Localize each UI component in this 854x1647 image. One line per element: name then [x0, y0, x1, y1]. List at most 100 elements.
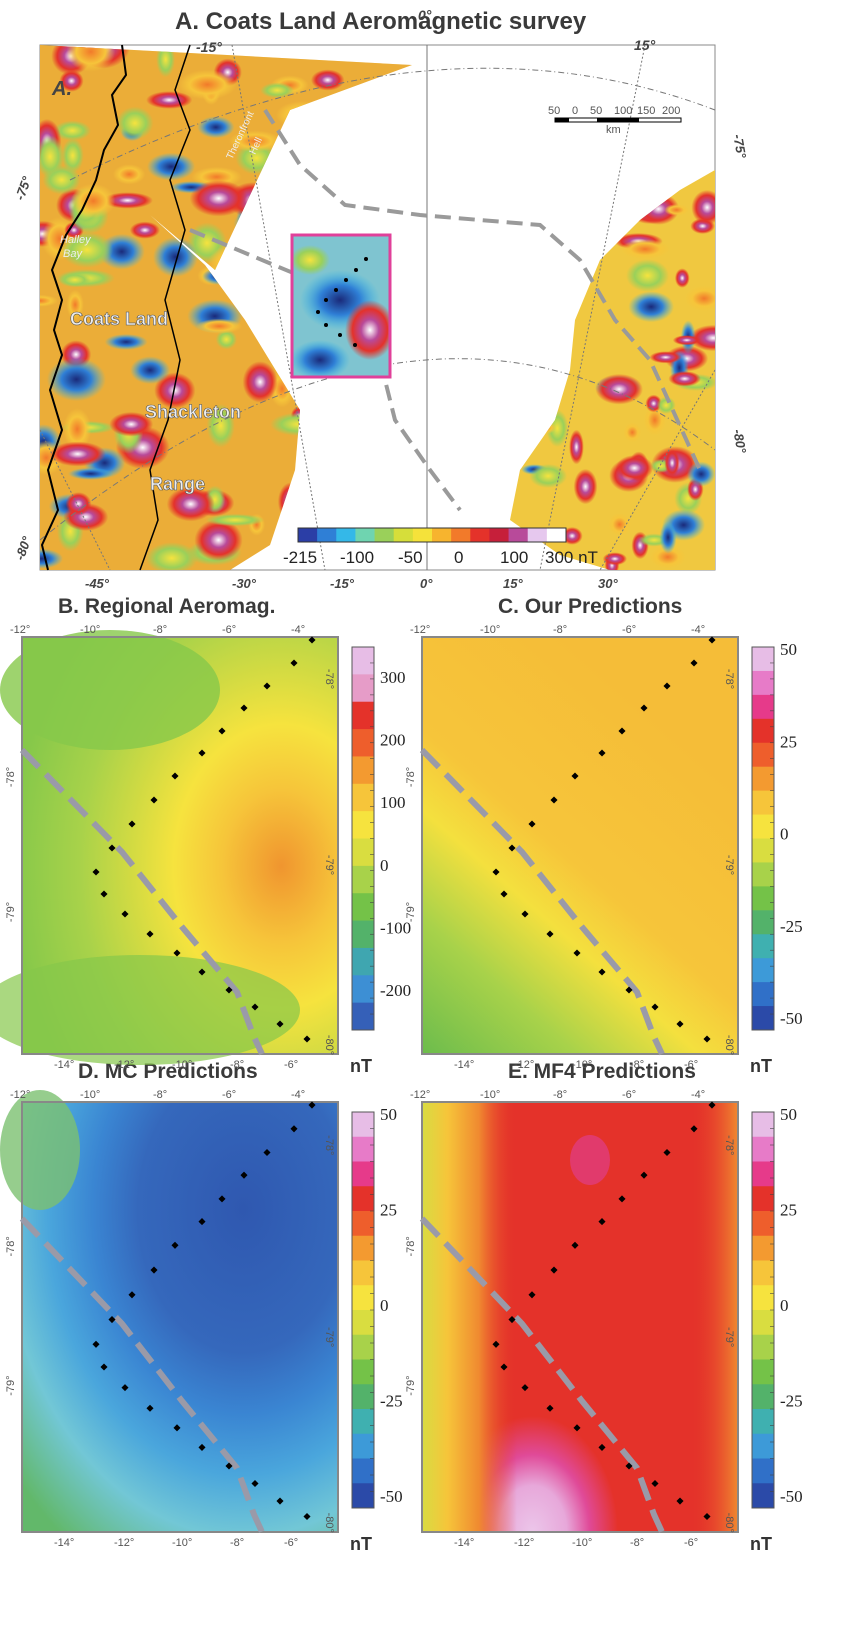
right-lat-tick: -78° [323, 1135, 335, 1155]
survey-point [173, 949, 181, 957]
panel-e-map [421, 1101, 739, 1533]
colorbar-swatch [752, 790, 774, 816]
colorbar-swatch [352, 1384, 374, 1410]
colorbar-swatch [352, 865, 374, 894]
left-lat-tick: -79° [405, 902, 417, 922]
bottom-lon-tick: -10° [572, 1059, 592, 1071]
svg-text:100: 100 [614, 105, 632, 117]
boundary-line-east [263, 108, 702, 471]
top-lon-tick: -10° [80, 1089, 100, 1101]
top-lon-tick: -10° [480, 624, 500, 636]
colorbar-a-label: 0 [454, 548, 463, 567]
colorbar-swatch [352, 838, 374, 867]
colorbar-swatch [352, 920, 374, 949]
colorbar-swatch [752, 1285, 774, 1311]
colorbar-a-label: -50 [398, 548, 423, 567]
colorbar-a-swatch [432, 528, 452, 542]
colorbar-label: -50 [780, 1009, 803, 1028]
panel-c-map [421, 636, 739, 1055]
bottom-lon-label: -45° [85, 576, 110, 590]
grounding-line [139, 44, 191, 571]
colorbar-a-label: -215 [283, 548, 317, 567]
panel-d-title: D. MC Predictions [78, 1060, 258, 1083]
right-lat-tick: -80° [323, 1513, 335, 1533]
survey-point [100, 890, 108, 898]
colorbar-swatch [752, 1235, 774, 1261]
bottom-lon-tick: -8° [230, 1059, 244, 1071]
bottom-lon-label: 30° [598, 576, 618, 590]
colorbar-swatch [752, 1458, 774, 1484]
colorbar-swatch [752, 718, 774, 744]
top-lon-tick: -4° [691, 624, 705, 636]
top-lon-label: 15° [634, 37, 656, 53]
survey-point [108, 844, 116, 852]
survey-point [573, 949, 581, 957]
survey-point [263, 682, 271, 690]
right-lat-tick: -79° [723, 1327, 735, 1347]
panel-c-title: C. Our Predictions [498, 595, 683, 618]
colorbar-swatch [352, 1310, 374, 1336]
colorbar-swatch [752, 670, 774, 696]
coastline [40, 44, 128, 571]
colorbar-swatch [352, 756, 374, 785]
bottom-lon-tick: -8° [630, 1059, 644, 1071]
colorbar-a-swatch [298, 528, 318, 542]
right-lat-tick: -78° [323, 669, 335, 689]
study-area-box [290, 233, 392, 379]
colorbar-a-swatch [527, 528, 548, 542]
top-lon-tick: -6° [622, 624, 636, 636]
bottom-lon-tick: -14° [54, 1537, 74, 1549]
colorbar-label: -25 [780, 917, 803, 936]
colorbar-label: -200 [380, 981, 411, 1000]
boundary-line [419, 747, 665, 1056]
colorbar-swatch [352, 1409, 374, 1435]
colorbar-swatch [752, 982, 774, 1007]
top-lon-tick: -8° [553, 624, 567, 636]
colorbar-swatch [752, 1186, 774, 1212]
survey-point [708, 636, 716, 644]
colorbar-label: -25 [380, 1392, 403, 1411]
bottom-lon-tick: -12° [514, 1059, 534, 1071]
colorbar-a-label: -100 [340, 548, 374, 567]
colorbar-swatch [352, 783, 374, 812]
survey-point [625, 986, 633, 994]
survey-point [308, 636, 316, 644]
survey-point [598, 968, 606, 976]
right-lat-tick: -79° [323, 855, 335, 875]
survey-point [690, 659, 698, 667]
colorbar-swatch [352, 1161, 374, 1187]
bottom-lon-tick: -8° [230, 1537, 244, 1549]
colorbar-swatch [352, 975, 374, 1004]
colorbar-swatch [352, 1260, 374, 1286]
colorbar-swatch [752, 1384, 774, 1410]
colorbar-swatch [752, 814, 774, 839]
boundary-line [419, 1216, 665, 1534]
boundary-line [19, 747, 265, 1056]
right-lat-tick: -79° [323, 1327, 335, 1347]
colorbar-swatch [752, 1433, 774, 1459]
colorbar-swatch [752, 1409, 774, 1435]
colorbar-frame [351, 646, 375, 1031]
place-label-bay: Bay [63, 248, 83, 260]
scale-bar: 50 0 50 100 150 200 km [548, 105, 682, 136]
survey-point [546, 930, 554, 938]
place-label-coats-land: Coats Land [70, 309, 168, 329]
panel-a-title: A. Coats Land Aeromagnetic survey [175, 8, 587, 35]
bottom-lon-tick: -6° [284, 1537, 298, 1549]
colorbar-label: 50 [380, 1105, 397, 1124]
place-label-range: Range [150, 474, 205, 494]
colorbar-frame [751, 646, 775, 1031]
survey-point [150, 796, 158, 804]
colorbar-label: 25 [380, 1201, 397, 1220]
colorbar-label: 25 [780, 732, 797, 751]
survey-point [640, 704, 648, 712]
bottom-lon-label: -15° [330, 576, 355, 590]
colorbar-label: 25 [780, 1201, 797, 1220]
colorbar-swatch [752, 1136, 774, 1162]
boundary-line [19, 1216, 265, 1534]
colorbar-swatch [752, 886, 774, 911]
bottom-lon-tick: -14° [454, 1059, 474, 1071]
bottom-lon-tick: -10° [572, 1537, 592, 1549]
colorbar-a-swatch [412, 528, 433, 542]
